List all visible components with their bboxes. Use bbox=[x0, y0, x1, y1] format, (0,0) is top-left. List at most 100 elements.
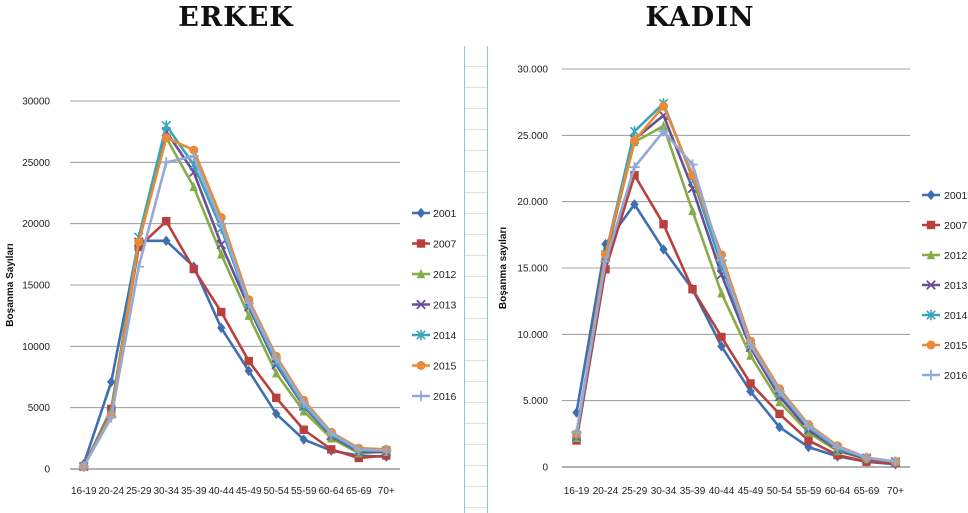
data-point bbox=[272, 408, 281, 419]
legend-marker bbox=[416, 268, 426, 279]
legend-label: 2015 bbox=[433, 361, 457, 373]
data-point bbox=[717, 332, 726, 342]
legend-entry: 2014 bbox=[922, 309, 968, 322]
legend-entry: 2012 bbox=[922, 249, 968, 262]
data-point bbox=[687, 159, 698, 170]
data-point bbox=[299, 434, 308, 445]
x-tick-label: 20-24 bbox=[593, 486, 619, 497]
data-point bbox=[353, 444, 364, 455]
kadin-chart: 0 5.000 10.000 15.000 20.000 25.000 30.000 16-1… bbox=[498, 65, 968, 498]
x-tick-label: 30-34 bbox=[651, 486, 677, 497]
x-tick-label: 40-44 bbox=[709, 486, 735, 497]
data-point bbox=[272, 368, 281, 378]
y-tick-label: 15000 bbox=[22, 281, 50, 292]
data-point bbox=[571, 427, 582, 438]
data-point bbox=[630, 170, 639, 180]
x-tick-label: 70+ bbox=[378, 486, 395, 497]
legend-entry: 2016 bbox=[412, 390, 457, 403]
series-2013 bbox=[571, 110, 901, 467]
erkek-chart: 0 5000 10000 15000 20000 25000 30000 16-19 20-24… bbox=[5, 97, 457, 498]
x-tick-label: 50-54 bbox=[767, 486, 793, 497]
x-tick-label: 50-54 bbox=[263, 486, 289, 497]
data-point bbox=[161, 133, 171, 143]
data-point bbox=[217, 249, 226, 259]
data-point bbox=[717, 341, 726, 352]
x-tick-label: 60-64 bbox=[318, 486, 344, 497]
y-tick-label: 20.000 bbox=[517, 197, 548, 208]
data-point bbox=[659, 220, 668, 229]
data-point bbox=[299, 406, 308, 416]
series-2012 bbox=[572, 120, 900, 466]
legend-entry: 2007 bbox=[412, 239, 457, 251]
legend-label: 2001 bbox=[944, 190, 968, 202]
data-point bbox=[134, 237, 144, 247]
series-line bbox=[82, 136, 387, 468]
legend-marker bbox=[926, 309, 936, 321]
data-point bbox=[746, 379, 755, 388]
data-point bbox=[162, 235, 171, 247]
data-point bbox=[161, 120, 172, 131]
panel-divider bbox=[464, 46, 488, 513]
data-point bbox=[659, 120, 668, 131]
series-2007 bbox=[572, 170, 900, 468]
data-point bbox=[217, 307, 226, 317]
data-point bbox=[890, 456, 901, 467]
data-point bbox=[601, 238, 610, 250]
legend-label: 2013 bbox=[433, 300, 457, 312]
series-line bbox=[82, 154, 387, 468]
data-point bbox=[688, 285, 697, 294]
data-point bbox=[299, 425, 308, 434]
data-point bbox=[774, 386, 785, 397]
x-tick-label: 60-64 bbox=[825, 486, 851, 497]
series-2014 bbox=[78, 120, 392, 472]
y-axis-title: Boşanma sayıları bbox=[498, 227, 509, 309]
legend-entry: 2013 bbox=[412, 300, 457, 312]
data-point bbox=[804, 436, 813, 445]
legend-marker bbox=[926, 340, 936, 350]
data-point bbox=[659, 101, 668, 111]
data-point bbox=[745, 339, 756, 351]
data-point bbox=[629, 161, 640, 173]
y-tick-label: 10.000 bbox=[517, 330, 548, 341]
data-point bbox=[326, 428, 337, 439]
legend-entry: 2012 bbox=[412, 268, 457, 281]
data-point bbox=[746, 350, 755, 360]
x-tick-label: 65-69 bbox=[346, 486, 372, 497]
x-tick-label: 45-49 bbox=[236, 486, 262, 497]
legend-label: 2015 bbox=[944, 340, 968, 352]
legend-entry: 2015 bbox=[412, 361, 457, 373]
legend-marker bbox=[416, 299, 426, 310]
legend-marker bbox=[926, 280, 936, 290]
legend-marker bbox=[925, 369, 937, 381]
x-tick-label: 16-19 bbox=[71, 486, 97, 497]
y-tick-label: 0 bbox=[44, 465, 50, 476]
data-point bbox=[630, 199, 639, 210]
data-point bbox=[775, 396, 784, 407]
data-point bbox=[133, 261, 144, 272]
series-2015 bbox=[572, 101, 900, 467]
data-point bbox=[216, 218, 227, 229]
legend-label: 2007 bbox=[944, 220, 968, 232]
data-point bbox=[354, 453, 363, 463]
legend-entry: 2014 bbox=[412, 329, 457, 342]
legend-marker bbox=[416, 329, 426, 341]
legend-label: 2016 bbox=[433, 391, 457, 403]
data-point bbox=[861, 452, 872, 463]
data-point bbox=[189, 145, 199, 155]
y-axis-title: Boşanma Sayıları bbox=[5, 243, 16, 327]
data-point bbox=[298, 397, 309, 408]
legend-marker bbox=[415, 390, 427, 402]
data-point bbox=[217, 322, 226, 334]
x-tick-label: 40-44 bbox=[208, 486, 234, 497]
series-2001 bbox=[79, 235, 391, 470]
data-point bbox=[189, 264, 198, 274]
legend-marker bbox=[416, 207, 426, 219]
series-line bbox=[575, 102, 896, 463]
data-point bbox=[106, 412, 117, 423]
data-point bbox=[271, 353, 282, 364]
legend-label: 2007 bbox=[433, 239, 457, 251]
data-point bbox=[630, 136, 639, 146]
data-point bbox=[659, 244, 668, 255]
x-tick-label: 25-29 bbox=[126, 486, 152, 497]
series-2014 bbox=[571, 98, 901, 467]
